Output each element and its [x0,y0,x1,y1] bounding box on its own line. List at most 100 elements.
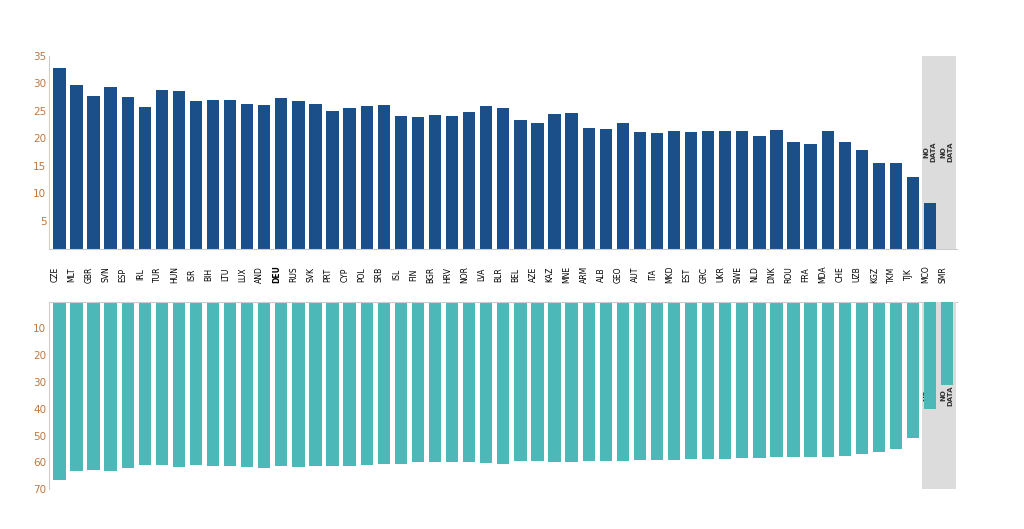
Bar [173,91,185,249]
Bar [907,177,920,249]
Bar [805,144,817,249]
Bar [275,302,288,466]
Bar [939,56,955,249]
Text: PREVALENCE OF OBESITY (%) (BMI ≥30.0 KG/M²) AMONG ADULTS IN THE WHO EUROPEAN REG: PREVALENCE OF OBESITY (%) (BMI ≥30.0 KG/… [143,29,881,39]
Bar [309,104,322,249]
Bar [429,302,441,462]
Text: DEU: DEU [272,266,282,284]
Bar [480,302,493,463]
Text: UZB: UZB [853,267,862,282]
Bar [514,120,526,249]
Text: HUN: HUN [170,266,179,283]
Bar [429,115,441,249]
Bar [872,302,885,452]
Bar [327,302,339,466]
Bar [224,99,237,249]
Bar [241,104,253,249]
Bar [839,302,851,456]
Text: AUT: AUT [631,267,640,282]
Bar [770,302,782,457]
Bar [394,116,407,249]
Bar [924,203,936,249]
Text: ESP: ESP [119,268,128,281]
Text: BGR: BGR [426,267,435,282]
Bar [394,302,407,464]
Bar [651,302,664,460]
Text: GBR: GBR [85,267,93,282]
Bar [463,302,475,462]
Bar [173,302,185,467]
Bar [719,131,731,249]
Bar [821,131,834,249]
Bar [736,302,749,459]
Bar [275,98,288,249]
Text: MNE: MNE [562,266,571,283]
Text: FIN: FIN [409,268,418,281]
Text: DNK: DNK [767,266,776,283]
Bar [241,302,253,467]
Bar [71,302,83,471]
Bar [327,111,339,249]
Bar [104,302,117,471]
Bar [87,302,99,470]
Bar [736,131,749,249]
Bar [787,142,800,249]
Bar [412,302,424,462]
Text: LUX: LUX [239,267,247,282]
Bar [189,302,202,465]
Text: BEL: BEL [511,268,520,281]
Text: KAZ: KAZ [546,267,555,282]
Bar [138,107,151,249]
Bar [87,96,99,249]
Bar [531,123,544,249]
Text: ISL: ISL [392,269,400,280]
Bar [890,162,902,249]
Text: IRL: IRL [136,269,144,280]
Bar [787,302,800,457]
Bar [360,106,373,249]
Bar [549,114,561,249]
Bar [104,87,117,249]
Text: CYP: CYP [341,267,349,282]
Bar [360,302,373,465]
Bar [616,123,629,249]
Text: MKD: MKD [665,266,674,284]
Text: MDA: MDA [818,266,827,284]
Text: PRT: PRT [324,268,333,281]
Bar [821,302,834,457]
Text: GEO: GEO [613,266,623,283]
Bar [565,302,578,462]
Text: EST: EST [682,268,691,281]
Bar [922,56,939,249]
Text: POL: POL [357,267,367,282]
Text: SMR: SMR [938,266,947,283]
Bar [856,150,868,249]
Bar [702,302,715,459]
Text: RUS: RUS [290,267,298,282]
Bar [549,302,561,462]
Text: BIH: BIH [204,268,213,281]
Bar [445,302,458,462]
Text: NOR: NOR [460,266,469,283]
Bar [53,302,66,480]
Bar [378,105,390,249]
Bar [531,302,544,461]
Bar [668,302,680,460]
Bar [583,129,595,249]
Text: LVA: LVA [477,268,486,281]
Bar [497,108,510,249]
Text: SWE: SWE [733,266,742,283]
Bar [941,302,953,385]
Text: KGZ: KGZ [870,267,879,282]
Text: GRC: GRC [699,267,709,282]
Text: ITA: ITA [648,269,657,280]
Bar [292,102,304,249]
Text: PREVALENCE OF OVERWEIGHT (%) (BMI ≥25.0 KG/M²) AMONG ADULTS IN THE WHO EUROPEAN : PREVALENCE OF OVERWEIGHT (%) (BMI ≥25.0 … [129,506,895,516]
Text: AND: AND [255,266,264,283]
Bar [754,136,766,249]
Text: ALB: ALB [597,267,606,282]
Bar [258,105,270,249]
Text: NLD: NLD [751,267,760,282]
Bar [922,302,939,489]
Text: UKR: UKR [716,267,725,282]
